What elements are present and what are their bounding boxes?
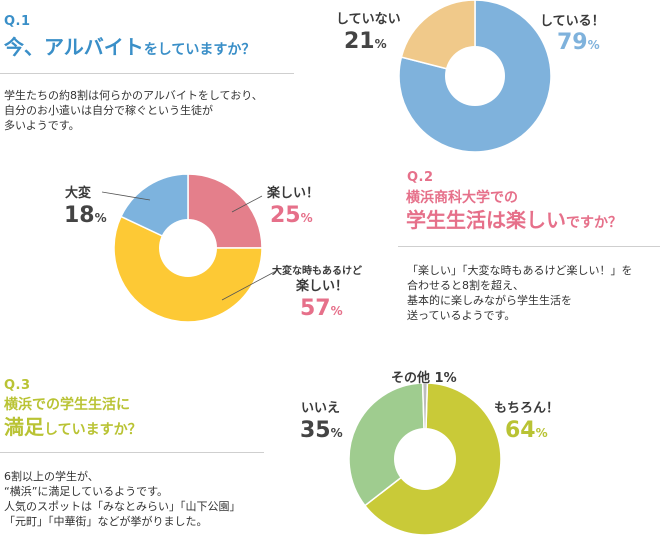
pct-job-no-unit: % [374,37,387,51]
label-no: いいえ [301,401,341,416]
pct-no: 35% [300,418,343,443]
slice-other [421,382,429,460]
label-mixed-line1: 大変な時もあるけど [272,266,362,277]
q3-title-emphasis: 満足 [4,415,44,439]
q3-title-rest: していますか？ [44,422,142,438]
pct-job-yes: 79% [557,30,600,55]
q2-title: 学生生活は楽しいですか？ [406,209,622,232]
q3-divider [0,452,264,453]
q2-title-line1: 横浜商科大学での [406,190,518,206]
pct-mixed-unit: % [330,304,343,318]
pct-no-unit: % [330,426,343,440]
pct-no-value: 35 [300,418,331,443]
pct-mixed-value: 57 [300,296,331,321]
q3-title-line1: 横浜での学生生活に [4,397,130,413]
label-yes: もちろん！ [494,401,560,416]
pct-fun-value: 25 [270,203,301,228]
q2-number: Q.2 [407,170,434,185]
pct-yes: 64% [505,418,548,443]
pct-tough-unit: % [94,211,107,225]
q3-description: 6割以上の学生が、 “横浜”に満足しているようです。 人気のスポットは「みなとみ… [4,470,241,528]
leader-line [231,195,263,213]
leader-line [101,191,151,201]
pct-job-yes-unit: % [587,38,600,52]
pct-yes-value: 64 [505,418,536,443]
pct-job-no-value: 21 [344,29,375,54]
donut-hole [394,428,456,490]
label-tough: 大変 [65,186,92,201]
q1-number: Q.1 [4,14,31,29]
q2-title-emphasis: 学生生活は楽しい [406,208,566,232]
pct-fun: 25% [270,203,313,228]
chart-q3-donut [348,382,502,535]
pct-tough: 18% [64,203,107,228]
q1-title-emphasis: 今、アルバイト [4,35,144,59]
q1-divider [0,73,294,74]
chart-q2-donut [101,173,279,323]
q2-title-rest: ですか？ [566,215,622,231]
q1-title: 今、アルバイトをしていますか？ [4,36,255,59]
pct-yes-unit: % [535,426,548,440]
slice-no [348,382,426,507]
chart-q1-donut [398,0,552,153]
pct-tough-value: 18 [64,203,95,228]
pct-fun-unit: % [300,211,313,225]
q3-title: 満足していますか？ [4,416,142,439]
label-fun: 楽しい！ [267,186,320,201]
leader-line [221,269,279,301]
pct-job-no: 21% [344,29,387,54]
label-job-yes: している！ [540,14,605,29]
q1-title-rest: をしていますか？ [143,42,256,58]
label-other: その他 1% [391,371,457,386]
pct-mixed: 57% [300,296,343,321]
label-mixed-line2: 楽しい！ [296,279,349,294]
q1-description: 学生たちの約8割は何らかのアルバイトをしており、 自分のお小遣いは自分で稼ぐとい… [4,89,263,132]
q2-divider [398,246,660,247]
label-job-no: していない [336,12,401,27]
pct-job-yes-value: 79 [557,30,588,55]
donut-hole [159,219,217,277]
donut-hole [445,46,505,106]
q2-description: 「楽しい」「大変な時もあるけど楽しい！」を 合わせると8割を超え、 基本的に楽し… [407,264,633,322]
q3-number: Q.3 [4,378,31,393]
